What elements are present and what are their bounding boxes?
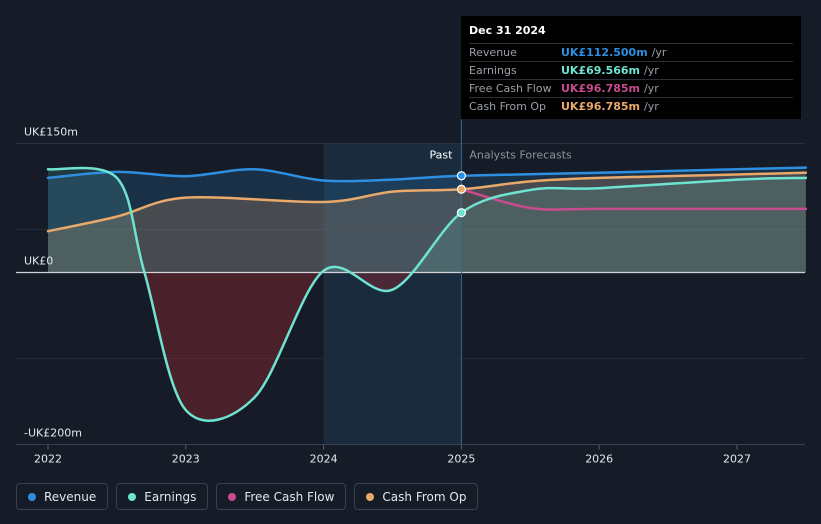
y-label-top: UK£150m [24, 126, 78, 139]
earnings-area-positive [48, 167, 806, 273]
tooltip-row: Cash From Op UK£96.785m/yr [469, 97, 793, 115]
x-tick-label: 2023 [172, 453, 200, 466]
legend-dot-icon [128, 492, 137, 501]
series-line-earnings [46, 166, 808, 422]
tooltip-unit: /yr [651, 46, 667, 59]
data-tooltip: Dec 31 2024 Revenue UK£112.500m/yr Earning… [461, 16, 801, 119]
tooltip-row: Earnings UK£69.566m/yr [469, 61, 793, 79]
tooltip-value: UK£112.500m [561, 46, 648, 59]
series-marker-earnings [456, 208, 466, 218]
tooltip-label: Revenue [469, 46, 517, 59]
series-line-revenue [46, 166, 808, 183]
tooltip-label: Earnings [469, 64, 517, 77]
cash-from-op-area [48, 172, 806, 273]
tooltip-unit: /yr [644, 100, 659, 113]
series-marker-revenue [456, 171, 466, 181]
legend-item-free-cash-flow[interactable]: Free Cash Flow [216, 483, 347, 510]
legend-label: Free Cash Flow [244, 489, 335, 504]
x-tick-label: 2022 [34, 453, 62, 466]
x-tick-label: 2026 [585, 453, 613, 466]
legend-item-cash-from-op[interactable]: Cash From Op [354, 483, 479, 510]
past-highlight-band [323, 143, 462, 445]
tooltip-value: UK£96.785m [561, 82, 641, 95]
y-label-bottom: -UK£200m [24, 427, 82, 440]
legend-label: Earnings [144, 489, 197, 504]
y-label-zero: UK£0 [24, 255, 53, 268]
legend: Revenue Earnings Free Cash Flow Cash From O… [16, 483, 479, 510]
x-tick-label: 2025 [447, 453, 475, 466]
tooltip-label: Free Cash Flow [469, 82, 552, 95]
tooltip-unit: /yr [644, 64, 659, 77]
legend-dot-icon [228, 492, 237, 501]
past-label: Past [429, 149, 453, 162]
tooltip-value: UK£69.566m [561, 64, 641, 77]
tooltip-label: Cash From Op [469, 100, 547, 113]
legend-label: Revenue [44, 489, 97, 504]
tooltip-unit: /yr [644, 82, 659, 95]
revenue-area [48, 167, 806, 273]
tooltip-value: UK£96.785m [561, 100, 641, 113]
tooltip-row: Free Cash Flow UK£96.785m/yr [469, 79, 793, 97]
series-line-cash-from-op [46, 171, 808, 233]
x-tick-label: 2027 [723, 453, 751, 466]
legend-item-revenue[interactable]: Revenue [16, 483, 109, 510]
earnings-area-negative [48, 272, 806, 421]
legend-dot-icon [366, 492, 375, 501]
tooltip-date: Dec 31 2024 [469, 24, 546, 37]
series-line-free-cash-flow [460, 188, 808, 211]
legend-dot-icon [28, 492, 36, 501]
legend-label: Cash From Op [382, 489, 467, 504]
series-marker-cash-from-op [456, 184, 466, 194]
x-tick-label: 2024 [310, 453, 338, 466]
tooltip-row: Revenue UK£112.500m/yr [469, 43, 793, 61]
legend-item-earnings[interactable]: Earnings [116, 483, 209, 510]
forecast-label: Analysts Forecasts [469, 149, 572, 162]
